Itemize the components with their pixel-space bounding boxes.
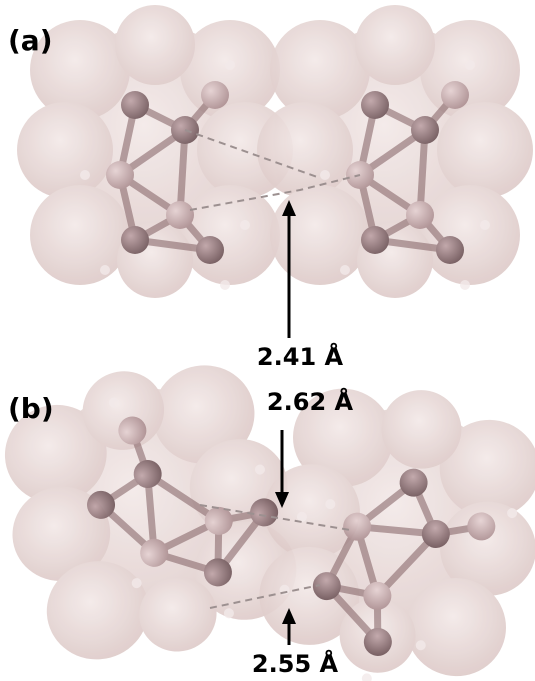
panel-label: (a) [8, 24, 53, 57]
distance-label: 2.62 Å [267, 387, 354, 416]
panel-b: (b) 2.62 Å 2.55 Å [0, 336, 535, 681]
panel-a: (a) 2.41 Å [8, 5, 533, 371]
distance-label: 2.41 Å [257, 342, 344, 371]
figure: (a) 2.41 Å (b) 2.62 Å 2.55 Å [0, 0, 535, 681]
panel-label: (b) [8, 392, 54, 425]
distance-label: 2.55 Å [252, 649, 339, 678]
